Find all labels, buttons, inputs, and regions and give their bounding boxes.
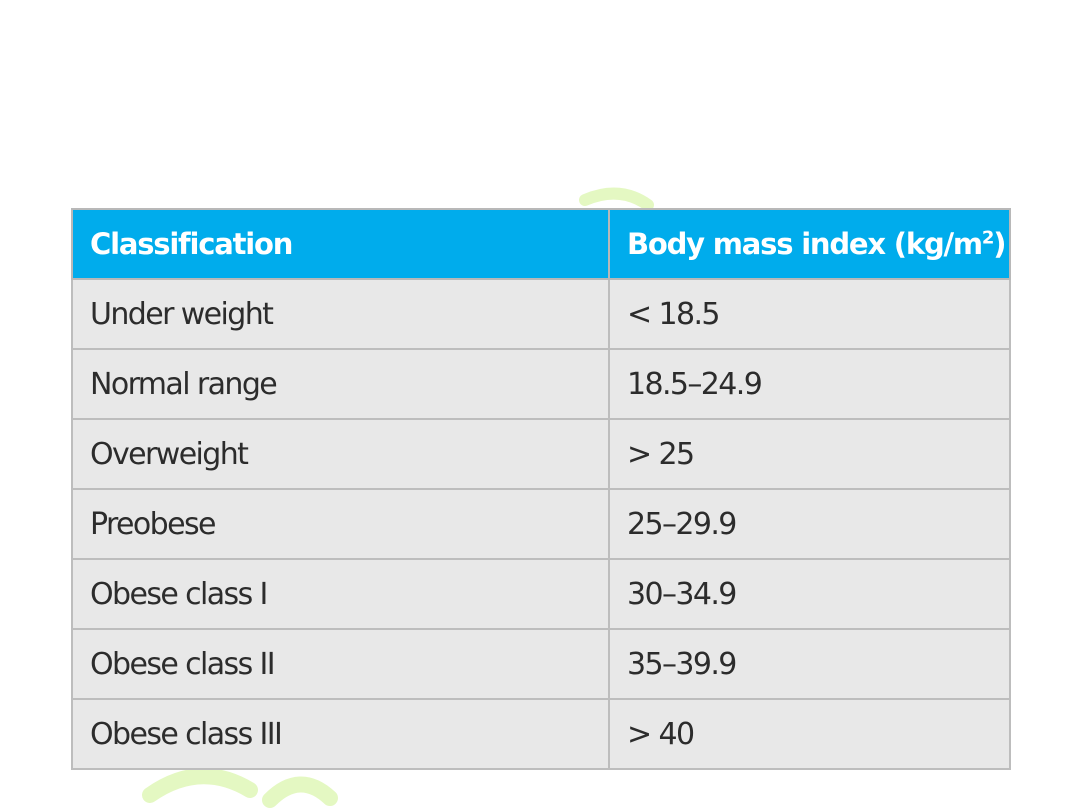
cell-bmi: < 18.5 xyxy=(608,278,1011,350)
cell-classification: Under weight xyxy=(71,278,610,350)
cell-classification: Preobese xyxy=(71,488,610,560)
table-row: Obese class I 30–34.9 xyxy=(71,558,1011,630)
header-bmi-close: ) xyxy=(993,227,1006,261)
cell-bmi: > 40 xyxy=(608,698,1011,770)
table-row: Obese class II 35–39.9 xyxy=(71,628,1011,700)
table-row: Under weight < 18.5 xyxy=(71,278,1011,350)
header-bmi-text: Body mass index (kg/m xyxy=(627,227,983,261)
header-bmi: Body mass index (kg/m2) xyxy=(608,208,1011,280)
cell-bmi: 30–34.9 xyxy=(608,558,1011,630)
cell-bmi: 18.5–24.9 xyxy=(608,348,1011,420)
cell-classification: Obese class III xyxy=(71,698,610,770)
table-row: Overweight > 25 xyxy=(71,418,1011,490)
table-header-row: Classification Body mass index (kg/m2) xyxy=(71,208,1011,280)
header-classification: Classification xyxy=(71,208,610,280)
cell-classification: Obese class I xyxy=(71,558,610,630)
cell-classification: Overweight xyxy=(71,418,610,490)
cell-bmi: 25–29.9 xyxy=(608,488,1011,560)
table-row: Obese class III > 40 xyxy=(71,698,1011,770)
cell-bmi: 35–39.9 xyxy=(608,628,1011,700)
cell-classification: Obese class II xyxy=(71,628,610,700)
bmi-classification-table: Classification Body mass index (kg/m2) U… xyxy=(71,208,1011,770)
table-row: Preobese 25–29.9 xyxy=(71,488,1011,560)
header-bmi-superscript: 2 xyxy=(981,227,995,249)
cell-classification: Normal range xyxy=(71,348,610,420)
cell-bmi: > 25 xyxy=(608,418,1011,490)
table-row: Normal range 18.5–24.9 xyxy=(71,348,1011,420)
